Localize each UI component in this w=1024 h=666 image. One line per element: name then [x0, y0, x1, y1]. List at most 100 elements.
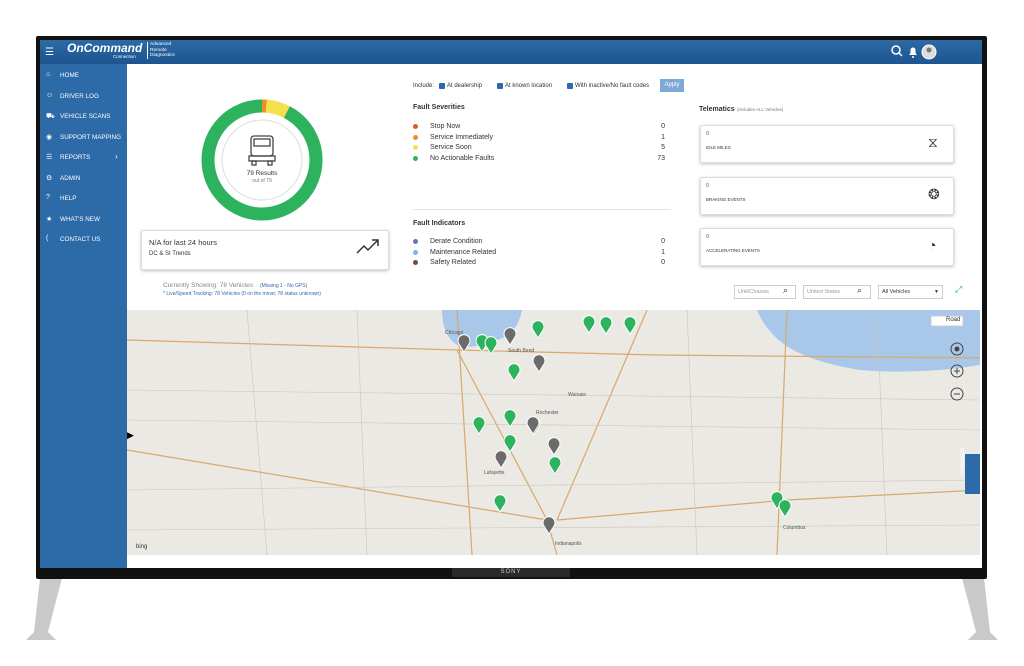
row-count: 5	[661, 144, 665, 152]
status-showing: Currently Showing: 78 Vehicles	[163, 282, 253, 289]
telematics-icon: ◔	[928, 237, 937, 253]
row-count: 73	[657, 154, 665, 162]
checkbox[interactable]	[567, 83, 573, 89]
vehicle-marker[interactable]	[494, 450, 508, 469]
select-arrow: ▼	[934, 289, 939, 295]
telematics-label: IDLE MILES	[706, 145, 731, 150]
vehicle-marker[interactable]	[503, 409, 517, 428]
row-label: Stop Now	[430, 123, 461, 130]
vehicle-marker[interactable]	[542, 516, 556, 535]
nav-item[interactable]: CONTACT US	[60, 236, 101, 243]
nav-icon: (	[46, 235, 49, 242]
row-label: Service Soon	[430, 144, 472, 152]
vehicle-marker[interactable]	[582, 315, 596, 334]
trend-icon	[356, 239, 379, 254]
nav-icon: ★	[46, 215, 53, 223]
telematics-label: BRAKING EVENTS	[706, 196, 746, 202]
nav-item[interactable]: HELP	[60, 195, 77, 202]
nav-item[interactable]: DRIVER LOG	[60, 92, 99, 100]
trend-title: N/A for last 24 hours	[149, 238, 217, 247]
row-label: No Actionable Faults	[430, 154, 495, 162]
row-label: Derate Condition	[430, 238, 483, 245]
logo-sub: Connection	[113, 54, 136, 59]
nav-icon: ?	[46, 194, 50, 201]
nav-item[interactable]: ADMIN	[60, 174, 81, 182]
checkbox-label: At dealership	[447, 83, 483, 89]
telematics-card[interactable]	[700, 228, 954, 266]
vehicle-marker[interactable]	[503, 327, 517, 346]
city-label: South Bend	[508, 348, 535, 354]
checkbox[interactable]	[439, 83, 445, 89]
nav-item[interactable]: SUPPORT MAPPING	[60, 133, 122, 141]
donut-segment	[201, 99, 323, 221]
country-search[interactable]: United States	[803, 285, 871, 299]
telematics-title: Telematics	[699, 106, 735, 113]
results-count: 79 Results	[246, 170, 278, 177]
status-missing: (Missing 1 - No GPS)	[260, 283, 308, 289]
include-label: Include:	[413, 83, 435, 89]
city-label: Warsaw	[568, 392, 586, 398]
city-label: Lafayette	[484, 470, 505, 476]
trend-card[interactable]	[141, 230, 389, 270]
vehicle-marker[interactable]	[493, 494, 507, 513]
telematics-card[interactable]	[700, 125, 954, 163]
vehicle-marker[interactable]	[599, 316, 613, 335]
city-label: Columbus	[783, 525, 806, 531]
row-label: Safety Related	[430, 259, 476, 267]
apply-button[interactable]: Apply	[660, 79, 684, 92]
vehicle-marker[interactable]	[526, 416, 540, 435]
results-total: out of 79	[252, 178, 272, 184]
menu-button[interactable]: ☰	[45, 47, 54, 58]
nav-icon: ◉	[46, 133, 53, 141]
checkbox[interactable]	[497, 83, 503, 89]
header	[40, 40, 982, 64]
legend-dot	[413, 249, 418, 255]
nav-item[interactable]: HOME	[60, 72, 79, 79]
vehicle-marker[interactable]	[532, 354, 546, 373]
nav-item[interactable]: VEHICLE SCANS	[60, 113, 111, 120]
vehicle-marker[interactable]	[484, 336, 498, 355]
telematics-icon: ⧖	[928, 134, 938, 150]
nav-icon: ☰	[46, 154, 53, 161]
vehicle-marker[interactable]	[457, 334, 471, 353]
legend-dot	[413, 155, 418, 161]
vehicle-marker[interactable]	[548, 456, 562, 475]
vehicle-select[interactable]: All Vehicles	[878, 285, 943, 299]
legend-dot	[413, 239, 418, 244]
city-label: Rochester	[536, 410, 559, 416]
row-label: Service Immediately	[430, 133, 494, 141]
map-road-toggle[interactable]: Road	[946, 317, 961, 323]
row-count: 0	[661, 238, 665, 245]
telematics-value: 0	[706, 182, 710, 189]
row-count: 0	[661, 259, 665, 267]
vehicle-marker[interactable]	[507, 363, 521, 382]
bing-logo: bing	[136, 544, 148, 550]
expand-icon[interactable]: ⤢	[955, 284, 963, 294]
logo: OnCommand	[67, 41, 143, 55]
legend-dot	[413, 145, 418, 151]
legend-dot	[413, 134, 418, 140]
divider	[413, 209, 671, 210]
product-name: Advanced Remote Diagnostics	[147, 42, 186, 59]
vehicle-marker[interactable]	[770, 491, 784, 510]
nav-item[interactable]: WHAT'S NEW	[60, 215, 100, 223]
vehicle-marker[interactable]	[547, 437, 561, 456]
unit-search[interactable]: Unit/Chassis	[734, 285, 796, 299]
nav-icon: ⚙	[46, 174, 53, 182]
map-expand-arrow[interactable]: ▶	[127, 430, 134, 440]
vehicle-marker[interactable]	[503, 434, 517, 453]
nav-item[interactable]: REPORTS	[60, 154, 91, 161]
vehicle-marker[interactable]	[778, 499, 792, 518]
header-icons[interactable]	[890, 43, 940, 61]
section-title: Fault Severities	[413, 104, 465, 111]
telematics-value: 0	[706, 131, 710, 137]
vehicle-marker[interactable]	[623, 316, 637, 335]
telematics-card[interactable]	[700, 176, 954, 215]
feedback-tab[interactable]: Feedback	[960, 447, 966, 474]
telematics-icon: ❂	[928, 185, 940, 202]
vehicle-marker[interactable]	[531, 320, 545, 339]
telematics-label: ACCELERATING EVENTS	[706, 248, 760, 253]
vehicle-marker[interactable]	[472, 416, 486, 435]
search-icon: ⌕	[857, 285, 863, 295]
map[interactable]	[127, 310, 980, 555]
